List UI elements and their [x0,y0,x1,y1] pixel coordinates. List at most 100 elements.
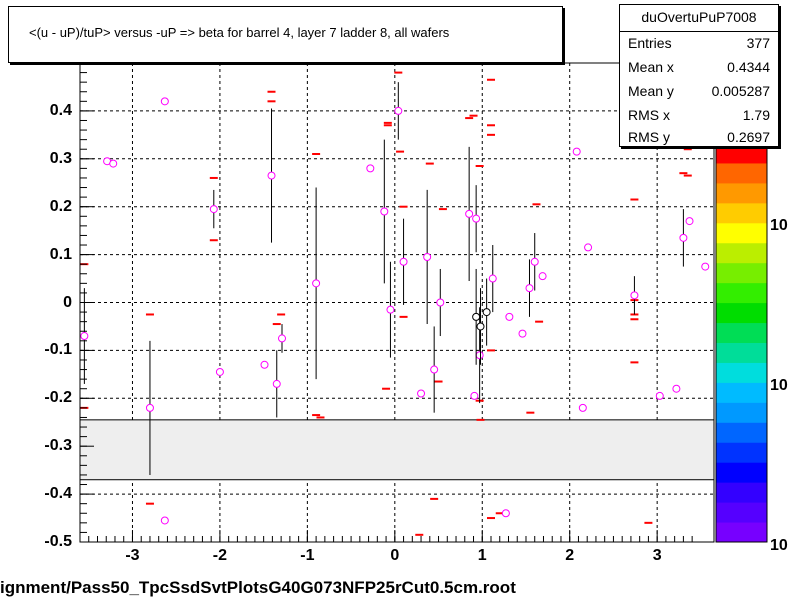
palette-label: 10 [770,377,788,394]
y-tick-label: -0.2 [44,389,72,407]
profile-point [267,171,276,180]
profile-point [655,391,664,400]
x-tick-label: -3 [125,547,140,564]
profile-point-black [482,308,491,317]
palette-band [716,143,767,164]
profile-point [475,351,484,360]
profile-point [672,384,681,393]
palette-band [716,462,767,483]
stats-value: 0.005287 [711,83,770,99]
x-tick-label: 1 [477,547,487,564]
profile-point [501,509,510,518]
profile-point [80,332,89,341]
chart-title: <(u - uP)/tuP> versus -uP => beta for ba… [29,25,450,40]
x-tick-label: 2 [565,547,575,564]
stats-histogram-name: duOvertuPuP7008 [641,9,757,25]
title-box: <(u - uP)/tuP> versus -uP => beta for ba… [8,6,563,63]
palette-band [716,382,767,403]
profile-point [215,367,224,376]
file-path-footer: ignment/Pass50_TpcSsdSvtPlotsG40G073NFP2… [0,578,516,597]
profile-point-black [472,312,481,321]
y-tick-label: -0.1 [44,341,72,359]
x-tick-label: -2 [212,547,228,564]
palette-band [716,502,767,523]
palette-label: 10 [770,217,788,234]
profile-point [145,403,154,412]
profile-point [685,217,694,226]
palette-band [716,202,767,224]
stats-key: RMS y [628,129,670,145]
profile-point [572,147,581,156]
profile-point [505,312,514,321]
palette-band [716,422,767,443]
palette-band [716,222,767,244]
profile-point [160,97,169,106]
stats-value: 377 [746,35,770,51]
palette-band [716,262,767,284]
palette-band [716,482,767,503]
profile-point [366,164,375,173]
stats-key: RMS x [628,107,670,123]
profile-point [209,205,218,214]
palette-band [716,322,767,343]
profile-point [394,106,403,115]
profile-point [470,391,479,400]
y-tick-label: 0.1 [49,245,72,263]
profile-point [465,209,474,218]
profile-point [272,379,281,388]
y-tick-label: 0 [63,293,72,311]
profile-point [630,291,639,300]
profile-point [578,403,587,412]
profile-point [525,284,534,293]
profile-point [701,262,710,271]
palette-band [716,362,767,383]
profile-point [430,365,439,374]
profile-point [584,243,593,252]
profile-point [417,389,426,398]
palette-band [716,302,767,324]
stats-value: 0.4344 [727,59,770,75]
profile-point [399,257,408,266]
profile-point [423,252,432,261]
empty-band [79,419,715,481]
stats-key: Entries [628,35,672,51]
stats-value: 0.2697 [727,129,770,145]
profile-point [538,272,547,281]
stats-value: 1.79 [742,107,770,123]
stats-separator [620,31,778,32]
stats-key: Mean x [628,59,674,75]
profile-point [530,257,539,266]
palette-band [716,242,767,264]
profile-point [436,298,445,307]
profile-point [260,360,269,369]
profile-point [278,334,287,343]
profile-point [386,305,395,314]
y-tick-label: -0.4 [44,485,72,503]
palette-band [716,162,767,184]
y-tick-label: 0.3 [49,149,72,167]
y-tick-label: 0.4 [49,101,72,119]
profile-point [109,159,118,168]
profile-point [488,274,497,283]
palette-band [716,282,767,304]
palette-band [716,522,767,543]
profile-point-black [476,322,485,331]
palette-band [716,442,767,463]
profile-point [679,233,688,242]
x-tick-label: 0 [390,547,400,564]
profile-point [312,279,321,288]
x-tick-label: 3 [652,547,662,564]
y-tick-label: 0.2 [49,197,72,215]
profile-point [472,214,481,223]
palette-band [716,402,767,423]
palette-band [716,342,767,363]
profile-point [380,207,389,216]
stats-key: Mean y [628,83,674,99]
palette-band [716,182,767,204]
stats-box: duOvertuPuP7008 Entries 377 Mean x 0.434… [619,4,779,147]
x-tick-label: -1 [300,547,315,564]
y-tick-label: -0.3 [44,437,72,455]
y-tick-label: -0.5 [44,533,72,550]
profile-point [518,329,527,338]
